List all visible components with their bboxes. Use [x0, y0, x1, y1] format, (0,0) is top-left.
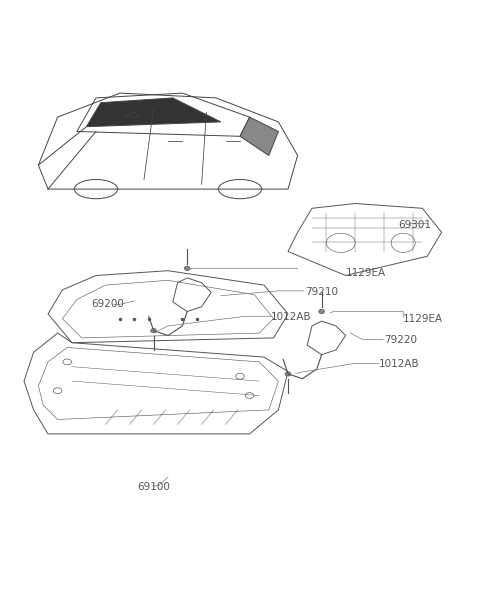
- Polygon shape: [240, 117, 278, 156]
- Text: 79220: 79220: [384, 335, 417, 345]
- Text: 1129EA: 1129EA: [403, 314, 444, 323]
- Text: 1012AB: 1012AB: [271, 312, 312, 322]
- Text: 69200: 69200: [91, 300, 124, 309]
- Ellipse shape: [184, 266, 190, 271]
- Text: 79210: 79210: [305, 288, 338, 297]
- Text: 1129EA: 1129EA: [346, 268, 386, 278]
- Text: 69301: 69301: [398, 220, 432, 230]
- Ellipse shape: [151, 328, 156, 333]
- Polygon shape: [86, 98, 221, 127]
- Text: 69100: 69100: [137, 482, 169, 492]
- Text: 1012AB: 1012AB: [379, 359, 420, 370]
- Ellipse shape: [319, 309, 324, 314]
- Ellipse shape: [285, 372, 291, 376]
